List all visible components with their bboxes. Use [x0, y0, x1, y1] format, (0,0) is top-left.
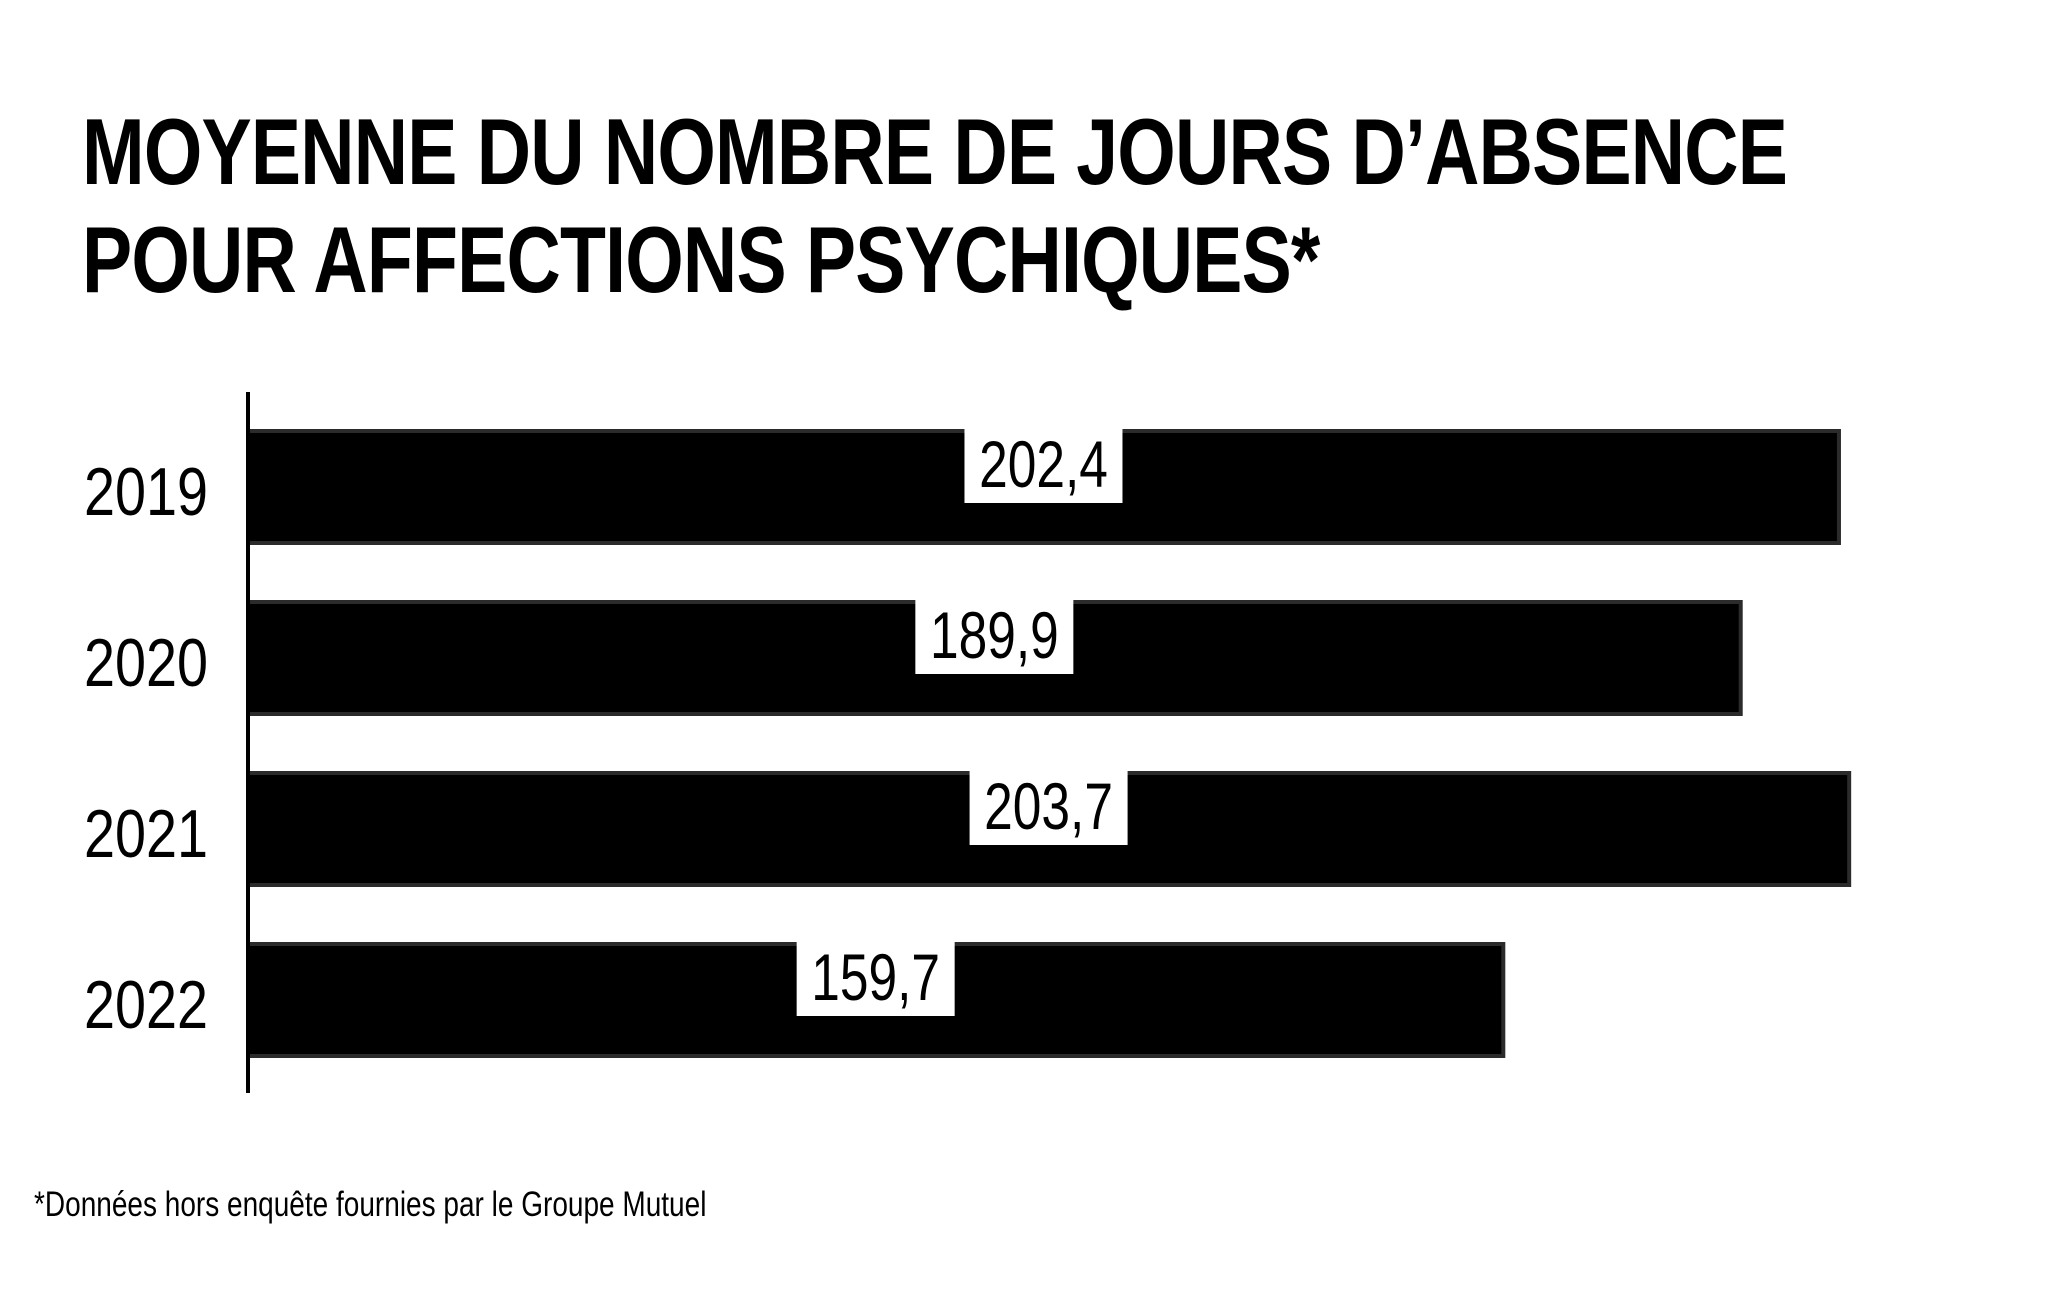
- data-label-2022: 159,7: [811, 940, 940, 1015]
- tick-label-2019: 2019: [84, 455, 208, 530]
- data-label-2021: 203,7: [984, 769, 1113, 844]
- footnote: *Données hors enquête fournies par le Gr…: [34, 1185, 707, 1224]
- data-label-2019: 202,4: [979, 427, 1108, 502]
- data-label-box-2019: [964, 427, 1123, 503]
- tick-label-2021: 2021: [84, 797, 208, 872]
- chart-title: MOYENNE DU NOMBRE DE JOURS D’ABSENCE POU…: [82, 98, 1788, 314]
- tick-label-2020: 2020: [84, 626, 208, 701]
- tick-label-2022: 2022: [84, 968, 208, 1043]
- chart-title-line-2: POUR AFFECTIONS PSYCHIQUES*: [82, 207, 1320, 312]
- data-label-box-2022: [796, 940, 955, 1016]
- data-label-box-2020: [915, 598, 1074, 674]
- data-label-2020: 189,9: [930, 598, 1059, 673]
- data-label-box-2021: [969, 769, 1128, 845]
- chart-title-line-1: MOYENNE DU NOMBRE DE JOURS D’ABSENCE: [82, 99, 1788, 204]
